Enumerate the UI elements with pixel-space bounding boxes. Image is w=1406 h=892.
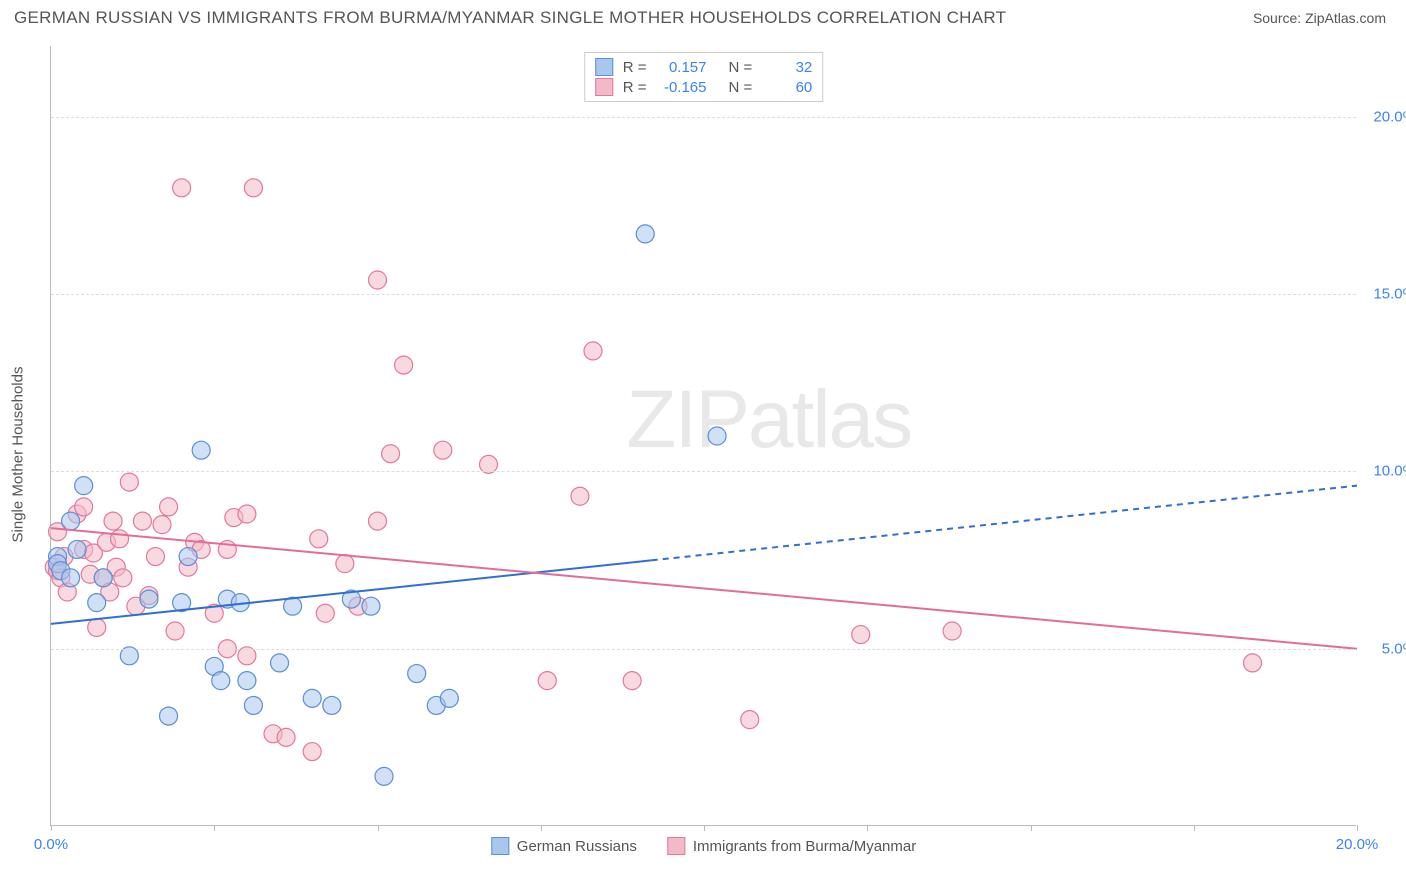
n-label: N = [729,59,753,76]
x-tick [214,825,215,831]
r-label: R = [623,59,647,76]
y-tick-label: 15.0% [1361,286,1406,303]
legend-swatch [491,837,509,855]
legend-stat-row: R = 0.157 N = 32 [595,57,813,77]
x-tick [1194,825,1195,831]
legend-swatch [595,58,613,76]
legend-series: German Russians Immigrants from Burma/Mya… [491,837,916,855]
x-tick [867,825,868,831]
source-label: Source: ZipAtlas.com [1253,10,1386,26]
r-value: 0.157 [657,59,707,76]
x-tick-label: 0.0% [34,836,68,853]
gridline [51,117,1356,118]
chart-title: GERMAN RUSSIAN VS IMMIGRANTS FROM BURMA/… [14,8,1006,28]
legend-stats: R = 0.157 N = 32 R = -0.165 N = 60 [584,52,824,102]
x-tick [541,825,542,831]
x-tick [1031,825,1032,831]
scatter-plot [51,46,1356,825]
x-tick-label: 20.0% [1336,836,1379,853]
y-tick-label: 20.0% [1361,108,1406,125]
gridline [51,649,1356,650]
y-tick-label: 10.0% [1361,463,1406,480]
y-axis-title: Single Mother Households [10,367,27,543]
gridline [51,471,1356,472]
gridline [51,294,1356,295]
x-tick [51,825,52,831]
y-tick-label: 5.0% [1361,640,1406,657]
legend-item: Immigrants from Burma/Myanmar [667,837,916,855]
legend-label: Immigrants from Burma/Myanmar [693,838,916,855]
n-label: N = [729,79,753,96]
n-value: 32 [762,59,812,76]
legend-label: German Russians [517,838,637,855]
n-value: 60 [762,79,812,96]
legend-stat-row: R = -0.165 N = 60 [595,77,813,97]
legend-swatch [595,78,613,96]
legend-item: German Russians [491,837,637,855]
x-tick [378,825,379,831]
legend-swatch [667,837,685,855]
chart-area: ZIPatlas R =0.157N =32R =-0.165N =60 Ger… [50,46,1356,826]
x-tick [704,825,705,831]
r-label: R = [623,79,647,96]
r-value: -0.165 [657,79,707,96]
x-tick [1357,825,1358,831]
title-bar: GERMAN RUSSIAN VS IMMIGRANTS FROM BURMA/… [0,0,1406,32]
